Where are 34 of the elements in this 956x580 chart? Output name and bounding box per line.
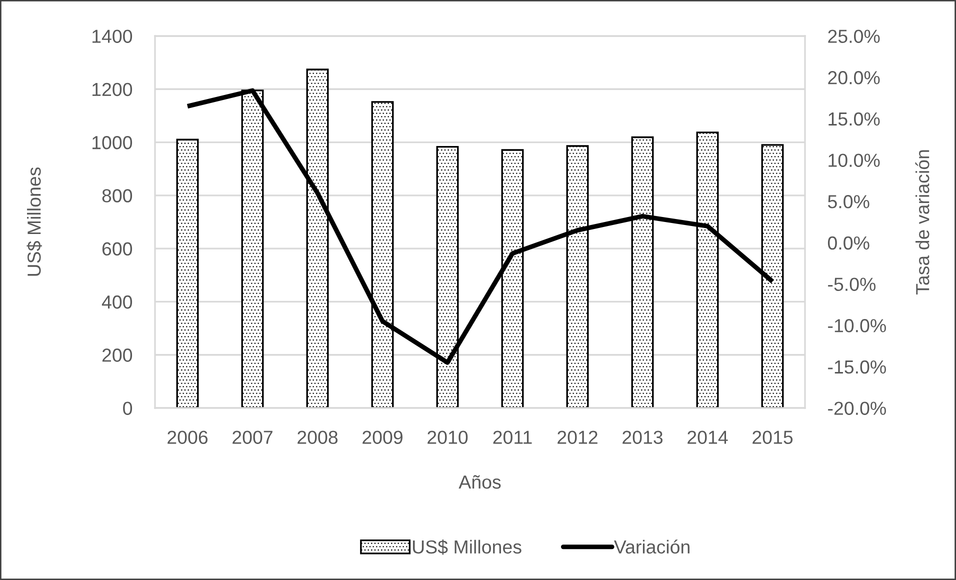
y2-tick-label: -20.0% xyxy=(828,402,886,415)
y2-tick-label: 10.0% xyxy=(828,154,880,167)
y2-tick-label: -15.0% xyxy=(828,360,886,374)
y-tick-label: 1200 xyxy=(92,82,132,96)
x-axis-title: Años xyxy=(458,475,501,489)
x-tick-label: 2006 xyxy=(168,430,208,444)
x-tick-label: 2012 xyxy=(558,430,598,444)
y-tick-label: 400 xyxy=(102,295,132,309)
y2-tick-label: 20.0% xyxy=(828,71,880,84)
y-tick-label: 200 xyxy=(102,348,132,362)
legend-label: Variación xyxy=(614,540,690,554)
x-tick-label: 2015 xyxy=(752,430,793,444)
x-tick-label: 2011 xyxy=(493,430,532,444)
y2-tick-label: 0.0% xyxy=(828,236,870,250)
y2-tick-label: -10.0% xyxy=(828,319,886,332)
y2-tick-label: 25.0% xyxy=(828,30,880,43)
x-tick-label: 2014 xyxy=(688,430,728,444)
y-tick-label: 1400 xyxy=(92,30,132,43)
y2-tick-label: -5.0% xyxy=(828,278,876,291)
y-tick-label: 600 xyxy=(102,242,132,256)
y2-axis-title: Tasa de variación xyxy=(915,150,930,295)
y2-tick-label: 5.0% xyxy=(828,195,870,208)
x-tick-label: 2010 xyxy=(428,430,468,444)
y-tick-label: 1000 xyxy=(92,136,132,150)
y-tick-label: 0 xyxy=(123,402,132,415)
legend-label: US$ Millones xyxy=(413,540,522,555)
y2-tick-label: 15.0% xyxy=(828,112,880,126)
bar xyxy=(176,138,199,408)
x-tick-label: 2009 xyxy=(362,430,402,444)
x-tick-label: 2007 xyxy=(232,430,272,444)
x-tick-label: 2008 xyxy=(298,430,338,444)
x-tick-label: 2013 xyxy=(622,430,663,444)
y-axis-title: US$ Millones xyxy=(26,167,42,276)
y-tick-label: 800 xyxy=(102,189,132,202)
